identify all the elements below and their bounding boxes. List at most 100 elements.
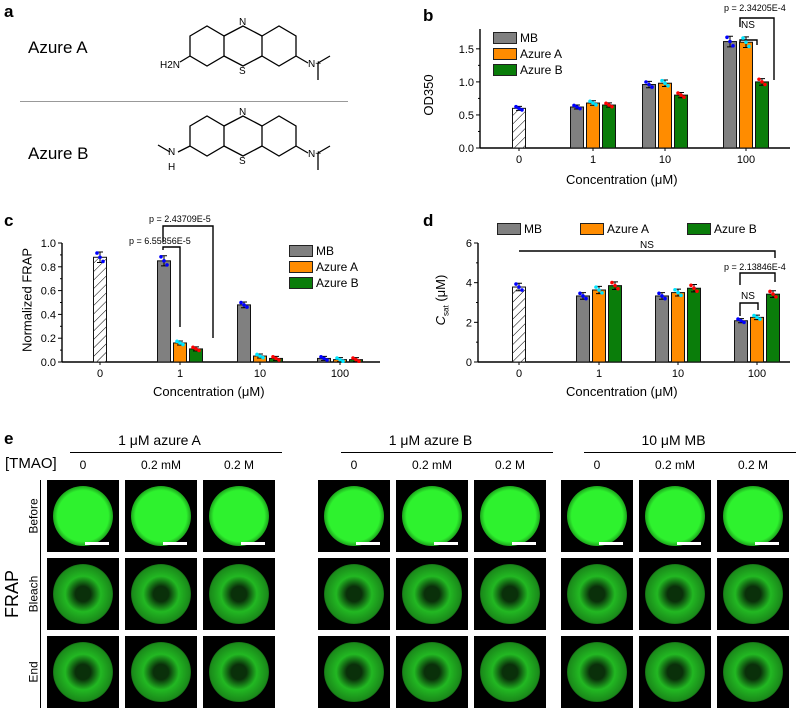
data-point <box>760 80 764 84</box>
droplet <box>480 486 540 546</box>
y-tick-label: 0.2 <box>41 333 56 345</box>
legend-label: MB <box>524 222 542 236</box>
microscopy-image <box>318 558 390 630</box>
bar-azure-b <box>755 81 769 149</box>
data-point <box>578 106 582 111</box>
legend-b: MB Azure A Azure B <box>493 31 563 77</box>
condition-label: 0.2 mM <box>411 458 453 472</box>
compound-name-azure-a: Azure A <box>28 38 88 57</box>
data-point <box>520 108 524 112</box>
microscopy-image <box>717 636 789 708</box>
y-tick-label: 0.0 <box>41 357 56 369</box>
azure-b-structure <box>157 115 331 170</box>
x-tick-label: 0 <box>516 154 522 166</box>
x-tick-label: 1 <box>590 154 596 166</box>
bar-mb <box>576 295 590 363</box>
data-point <box>578 291 582 296</box>
data-point <box>613 283 617 288</box>
microscopy-image <box>396 636 468 708</box>
data-point <box>162 259 166 263</box>
x-tick-label: 10 <box>672 368 684 380</box>
data-point <box>725 35 729 40</box>
y-tick-label: 0.6 <box>41 286 56 298</box>
legend-label: Azure A <box>607 222 650 236</box>
bar-mb <box>570 106 584 149</box>
divider <box>20 101 348 102</box>
microscopy-image <box>203 636 275 708</box>
atom-nplus: N+ <box>308 59 321 70</box>
bar-azure-b <box>766 293 780 363</box>
condition-label: 0.2 mM <box>140 458 182 472</box>
data-point <box>660 294 664 298</box>
microscopy-image <box>47 558 119 630</box>
y-tick-label: 6 <box>466 238 472 250</box>
legend-label: MB <box>316 244 334 258</box>
data-point <box>597 288 601 292</box>
microscopy-image <box>474 558 546 630</box>
legend-swatch <box>493 48 517 60</box>
microscopy-image <box>318 480 390 552</box>
data-point <box>747 44 751 49</box>
bar-azure-b <box>674 94 688 149</box>
droplet <box>567 642 627 702</box>
microscopy-image <box>125 480 197 552</box>
data-point <box>357 359 361 364</box>
data-point <box>739 318 743 323</box>
droplet <box>567 564 627 624</box>
y-axis-symbol: C <box>433 315 449 326</box>
condition-label: 0 <box>350 458 358 472</box>
data-point <box>768 289 772 294</box>
bar-azure-a <box>671 292 685 363</box>
bar-mb <box>734 320 748 363</box>
data-point <box>351 356 355 360</box>
x-axis-title-c: Concentration (μM) <box>153 384 265 399</box>
scale-bar <box>241 542 265 545</box>
y-axis-subscript: sat <box>441 305 451 316</box>
data-point <box>261 355 265 360</box>
legend-item: Azure B <box>289 276 359 290</box>
row-label: End <box>26 661 41 683</box>
y-axis-unit: (μM) <box>433 274 449 302</box>
data-point <box>692 286 696 291</box>
data-point <box>520 288 524 292</box>
legend-swatch <box>580 223 604 235</box>
droplet <box>209 642 269 702</box>
legend-swatch <box>289 261 313 273</box>
x-tick-label: 10 <box>659 154 671 166</box>
bar-azure-b <box>608 285 622 363</box>
legend-item: Azure A <box>289 260 359 274</box>
y-tick-label: 0.5 <box>459 110 474 122</box>
microscopy-image <box>639 636 711 708</box>
bar-azure-a <box>592 289 606 363</box>
microscopy-image <box>561 636 633 708</box>
data-point <box>673 288 677 292</box>
bar-azure-b <box>687 287 701 363</box>
scale-bar <box>434 542 458 545</box>
data-point <box>271 355 275 359</box>
data-point <box>774 295 778 299</box>
scale-bar <box>755 542 779 545</box>
chemical-structures: N S H2N N+ N S N H N+ <box>157 17 331 173</box>
droplet <box>723 486 783 546</box>
legend-label: Azure A <box>520 47 563 61</box>
x-tick-label: 100 <box>737 154 755 166</box>
droplet <box>567 486 627 546</box>
legend-item: Azure A <box>493 47 563 61</box>
p-value: p = 2.43709E-5 <box>149 214 211 224</box>
data-point <box>101 259 105 264</box>
data-point <box>274 356 278 361</box>
droplet <box>480 564 540 624</box>
condition-label: 0.2 mM <box>654 458 696 472</box>
condition-label: 0 <box>593 458 601 472</box>
microscopy-image <box>318 636 390 708</box>
panel-label-a: a <box>4 2 14 21</box>
data-point <box>736 317 740 321</box>
y-axis-title-b: OD350 <box>421 74 437 116</box>
data-point <box>644 80 648 84</box>
y-tick-label: 1.0 <box>41 238 56 250</box>
microscopy-image <box>125 636 197 708</box>
data-point <box>242 303 246 307</box>
data-point <box>752 313 756 318</box>
bar-azure-a <box>739 41 753 149</box>
microscopy-image <box>474 636 546 708</box>
